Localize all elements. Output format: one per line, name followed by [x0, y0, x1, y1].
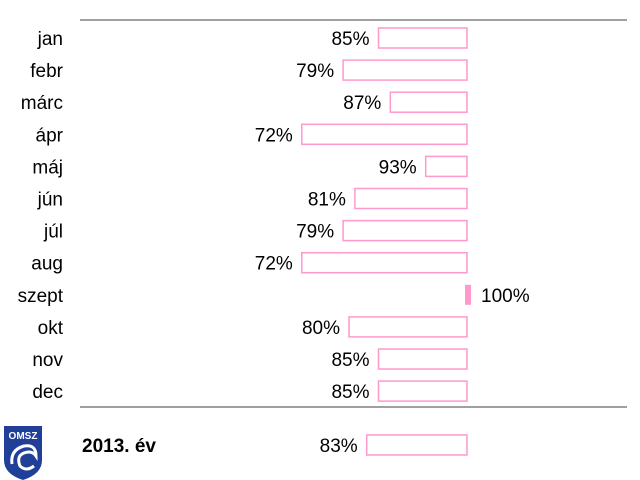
category-label: dec [32, 382, 63, 403]
category-label: jún [37, 190, 63, 211]
logo-text: OMSZ [9, 431, 38, 442]
bar [301, 123, 468, 146]
data-label: 100% [481, 286, 530, 307]
data-label: 85% [331, 382, 369, 403]
bar [342, 219, 468, 242]
category-label: okt [38, 318, 64, 339]
omsz-logo: OMSZ [4, 426, 42, 480]
category-label: aug [31, 254, 63, 275]
data-label: 81% [308, 190, 346, 211]
category-label: jan [37, 29, 63, 50]
data-label: 72% [255, 125, 293, 146]
category-label: ápr [36, 125, 64, 146]
data-label: 72% [255, 254, 293, 275]
bar [348, 316, 468, 338]
category-label: febr [30, 61, 63, 82]
data-label: 79% [296, 61, 334, 82]
data-label: 83% [320, 436, 358, 457]
bar [301, 251, 468, 274]
bar [377, 380, 468, 402]
category-label: szept [18, 286, 64, 307]
category-label: nov [32, 350, 63, 371]
category-label: márc [21, 93, 63, 114]
bar [465, 284, 471, 305]
bar [377, 27, 468, 49]
category-label: máj [32, 157, 63, 178]
bar [365, 434, 468, 456]
data-label: 85% [331, 29, 369, 50]
data-label: 79% [296, 222, 334, 243]
data-label: 93% [379, 157, 417, 178]
bar [389, 91, 468, 113]
bar [377, 348, 468, 370]
category-label: 2013. év [82, 436, 156, 457]
bar [342, 59, 468, 81]
data-label: 87% [343, 93, 381, 114]
data-label: 80% [302, 318, 340, 339]
category-label: júl [43, 222, 63, 243]
bar [354, 187, 468, 210]
data-label: 85% [331, 350, 369, 371]
bar [424, 155, 468, 178]
